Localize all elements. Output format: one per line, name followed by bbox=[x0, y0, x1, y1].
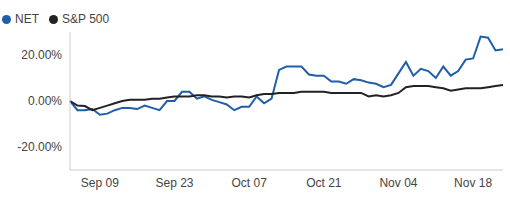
svg-text:Sep 09: Sep 09 bbox=[81, 176, 119, 190]
svg-text:-20.00%: -20.00% bbox=[17, 140, 62, 154]
svg-text:0.00%: 0.00% bbox=[28, 94, 62, 108]
svg-text:20.00%: 20.00% bbox=[21, 48, 62, 62]
svg-text:Oct 07: Oct 07 bbox=[231, 176, 267, 190]
html-text:NET: NET bbox=[15, 12, 39, 26]
html-text:S&P 500: S&P 500 bbox=[62, 12, 110, 26]
svg-text:Sep 23: Sep 23 bbox=[155, 176, 193, 190]
svg-text:Oct 21: Oct 21 bbox=[306, 176, 342, 190]
svg-text:Nov 18: Nov 18 bbox=[454, 176, 492, 190]
svg-text:Nov 04: Nov 04 bbox=[379, 176, 417, 190]
